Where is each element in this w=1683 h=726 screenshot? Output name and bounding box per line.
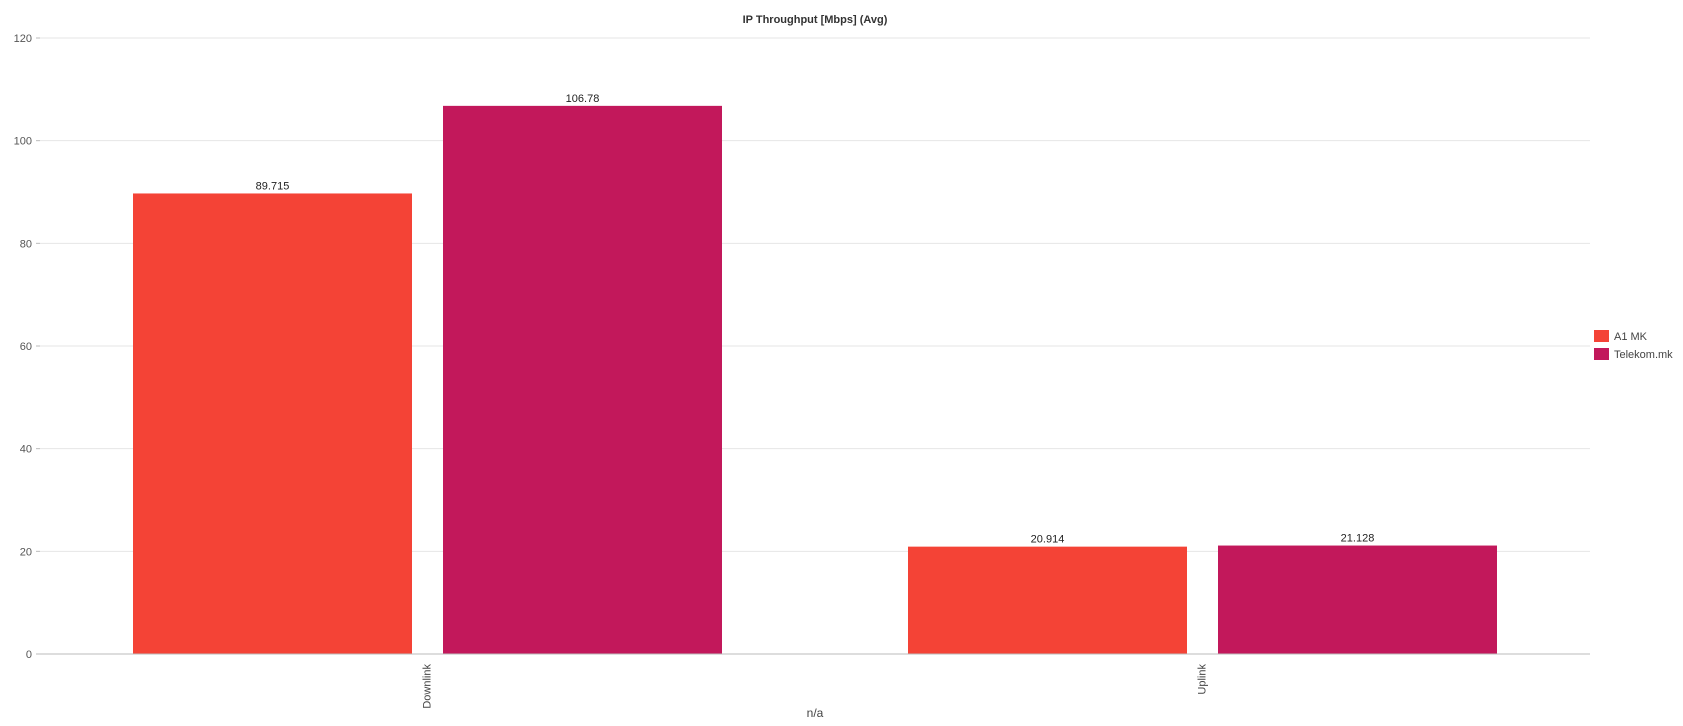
bar-telekom-mk-downlink[interactable] bbox=[443, 105, 722, 654]
y-tick-label: 0 bbox=[26, 649, 32, 661]
chart-title: IP Throughput [Mbps] (Avg) bbox=[743, 14, 888, 26]
x-category-label: Uplink bbox=[1196, 664, 1208, 695]
legend-label: A1 MK bbox=[1614, 331, 1648, 343]
y-tick-label: 20 bbox=[20, 546, 32, 558]
legend-label: Telekom.mk bbox=[1614, 349, 1673, 361]
legend-swatch bbox=[1594, 330, 1609, 342]
data-label: 89.715 bbox=[256, 180, 290, 192]
y-tick-label: 100 bbox=[14, 136, 32, 148]
bar-a1-mk-uplink[interactable] bbox=[908, 546, 1187, 654]
data-label: 106.78 bbox=[566, 93, 600, 105]
bars bbox=[133, 105, 1497, 654]
legend-item[interactable]: A1 MK bbox=[1594, 330, 1648, 343]
y-tick-label: 40 bbox=[20, 444, 32, 456]
bar-a1-mk-downlink[interactable] bbox=[133, 193, 412, 654]
x-category-label: Downlink bbox=[421, 664, 433, 709]
x-axis-label: n/a bbox=[807, 706, 824, 720]
y-tick-label: 60 bbox=[20, 341, 32, 353]
bar-telekom-mk-uplink[interactable] bbox=[1218, 545, 1497, 654]
data-label: 20.914 bbox=[1031, 534, 1065, 546]
legend-swatch bbox=[1594, 348, 1609, 360]
legend-item[interactable]: Telekom.mk bbox=[1594, 348, 1673, 361]
data-labels: 89.715 106.78 20.914 21.128 bbox=[256, 93, 1375, 546]
y-axis-ticks: 0 20 40 60 80 100 120 bbox=[14, 33, 40, 661]
y-tick-label: 80 bbox=[20, 238, 32, 250]
y-tick-label: 120 bbox=[14, 33, 32, 45]
x-axis-categories: Downlink Uplink bbox=[421, 664, 1208, 709]
legend[interactable]: A1 MK Telekom.mk bbox=[1594, 330, 1673, 361]
data-label: 21.128 bbox=[1341, 533, 1375, 545]
